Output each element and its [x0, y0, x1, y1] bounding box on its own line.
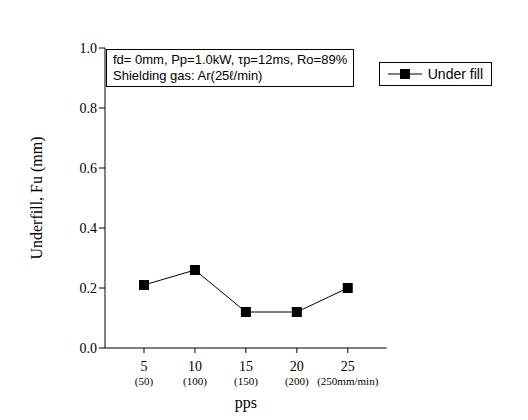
svg-text:0.4: 0.4: [80, 221, 98, 236]
svg-text:0.0: 0.0: [80, 341, 98, 356]
html-text:Shielding gas: Ar(25ℓ/min): Shielding gas: Ar(25ℓ/min): [113, 68, 263, 83]
svg-text:15: 15: [239, 359, 253, 374]
svg-text:(100): (100): [183, 375, 207, 388]
svg-text:Underfill, Fu (mm): Underfill, Fu (mm): [28, 136, 46, 259]
svg-text:0.8: 0.8: [80, 101, 98, 116]
html-text:fd= 0mm, Pp=1.0kW, τp=12ms, Ro: fd= 0mm, Pp=1.0kW, τp=12ms, Ro=89%: [113, 52, 348, 67]
svg-text:10: 10: [188, 359, 202, 374]
svg-text:1.0: 1.0: [80, 41, 98, 56]
svg-text:(150): (150): [234, 375, 258, 388]
svg-text:pps: pps: [235, 394, 257, 412]
svg-text:(250mm/min): (250mm/min): [317, 375, 378, 388]
svg-text:(50): (50): [135, 375, 154, 388]
svg-text:0.2: 0.2: [80, 281, 98, 296]
svg-text:20: 20: [290, 359, 304, 374]
svg-text:0.6: 0.6: [80, 161, 98, 176]
svg-text:5: 5: [141, 359, 148, 374]
svg-text:(200): (200): [285, 375, 309, 388]
svg-text:25: 25: [341, 359, 355, 374]
html-text:Under fill: Under fill: [427, 66, 483, 82]
